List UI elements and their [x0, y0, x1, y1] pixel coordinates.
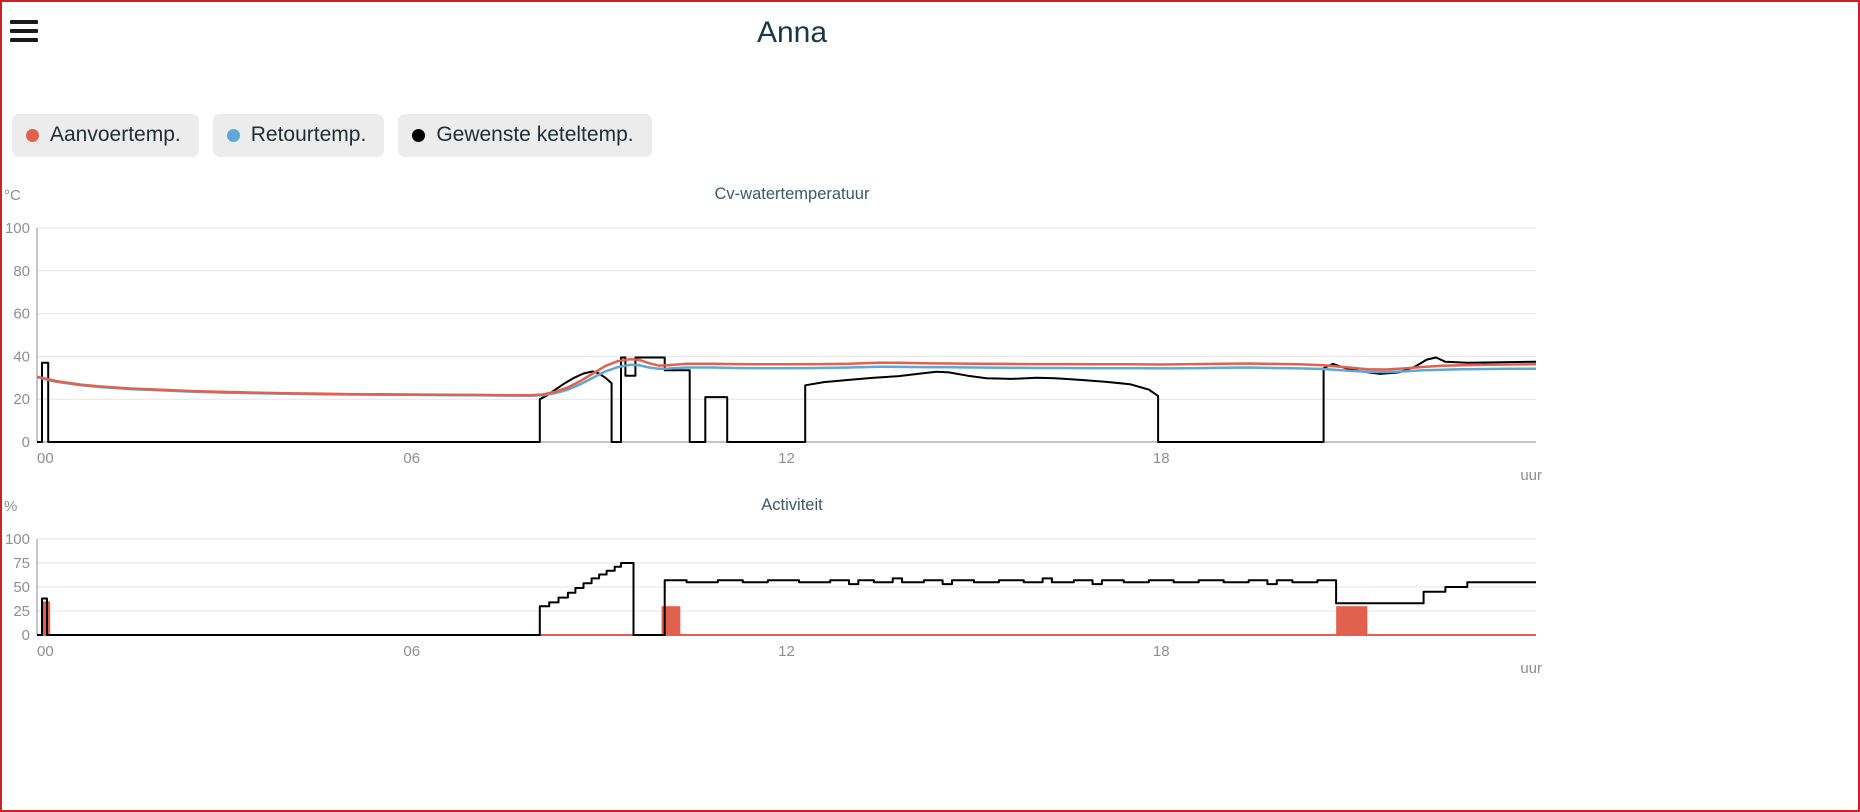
svg-text:75: 75 — [13, 555, 30, 572]
svg-text:100: 100 — [5, 531, 30, 548]
svg-text:60: 60 — [13, 306, 30, 323]
cv-water-temp-plot: 0 20 40 60 80 100 00 06 12 18 uur — [5, 220, 1542, 484]
svg-text:18: 18 — [1153, 450, 1170, 467]
svg-text:00: 00 — [37, 643, 54, 660]
svg-text:18: 18 — [1153, 643, 1170, 660]
chart-head: % Activiteit — [2, 496, 1582, 520]
y-axis-unit-label: °C — [4, 187, 21, 204]
svg-text:0: 0 — [22, 434, 30, 451]
content-area: Anna Aanvoertemp. Retourtemp. Gewenste k… — [2, 2, 1582, 810]
chart-title: Cv-watertemperatuur — [714, 185, 870, 203]
cv-water-temp-chart: °C Cv-watertemperatuur 0 20 40 60 80 100 00 06 1… — [2, 185, 1582, 490]
chart-title: Activiteit — [761, 496, 823, 514]
legend: Aanvoertemp. Retourtemp. Gewenste ketelt… — [12, 114, 652, 157]
y-axis-unit-label: % — [4, 498, 18, 515]
activity-plot: 0 25 50 75 100 00 06 12 18 uur — [5, 531, 1542, 677]
supply-temp-dot-icon — [26, 128, 39, 142]
svg-text:uur: uur — [1520, 467, 1542, 484]
svg-text:12: 12 — [778, 450, 795, 467]
svg-text:100: 100 — [5, 220, 30, 237]
activity-chart: % Activiteit 0 25 50 75 100 00 06 12 18 uur — [2, 496, 1582, 683]
svg-text:00: 00 — [37, 450, 54, 467]
legend-label: Gewenste keteltemp. — [436, 123, 634, 146]
legend-label: Aanvoertemp. — [50, 123, 181, 146]
setpoint-temp-dot-icon — [412, 128, 426, 142]
return-temp-dot-icon — [226, 128, 240, 142]
hamburger-icon — [10, 20, 38, 24]
svg-text:0: 0 — [22, 627, 30, 644]
legend-item-gewenste-keteltemp[interactable]: Gewenste keteltemp. — [398, 114, 652, 157]
svg-text:06: 06 — [403, 643, 420, 660]
svg-text:uur: uur — [1520, 660, 1542, 677]
svg-text:25: 25 — [13, 603, 30, 620]
legend-item-aanvoertemp[interactable]: Aanvoertemp. — [12, 114, 199, 157]
page-title: Anna — [756, 16, 828, 49]
svg-text:40: 40 — [13, 348, 30, 365]
legend-label: Retourtemp. — [250, 123, 367, 146]
svg-text:12: 12 — [778, 643, 795, 660]
menu-button[interactable] — [10, 20, 38, 42]
svg-text:50: 50 — [13, 579, 30, 596]
hamburger-icon — [10, 38, 38, 42]
svg-text:80: 80 — [13, 263, 30, 280]
svg-text:06: 06 — [403, 450, 420, 467]
svg-text:20: 20 — [13, 391, 30, 408]
hamburger-icon — [10, 29, 38, 33]
chart-head: °C Cv-watertemperatuur — [2, 185, 1582, 209]
legend-item-retourtemp[interactable]: Retourtemp. — [212, 114, 385, 157]
